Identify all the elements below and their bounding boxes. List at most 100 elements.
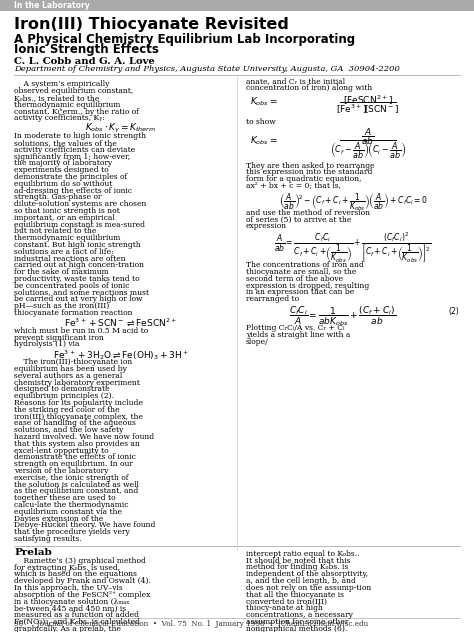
- Text: solutions are a fact of life:: solutions are a fact of life:: [14, 248, 114, 256]
- Text: Department of Chemistry and Physics, Augusta State University, Augusta, GA  3090: Department of Chemistry and Physics, Aug…: [14, 65, 400, 73]
- Text: equilibrium principles (2).: equilibrium principles (2).: [14, 392, 114, 400]
- Text: thermodynamic equilibrium: thermodynamic equilibrium: [14, 100, 120, 109]
- Text: assumption for some other: assumption for some other: [246, 618, 348, 626]
- Text: concentrations, a necessary: concentrations, a necessary: [246, 611, 353, 619]
- Text: carried out at high concen-tration: carried out at high concen-tration: [14, 262, 144, 269]
- Text: demonstrate the effects of ionic: demonstrate the effects of ionic: [14, 453, 136, 461]
- Text: designed to demonstrate: designed to demonstrate: [14, 386, 109, 393]
- Text: rearranged to: rearranged to: [246, 295, 299, 303]
- Text: $\mathrm{Fe^{3+} + 3H_2O \rightleftharpoons Fe(OH)_3 + 3H^+}$: $\mathrm{Fe^{3+} + 3H_2O \rightleftharpo…: [53, 348, 189, 362]
- Text: solutions, and the low safety: solutions, and the low safety: [14, 426, 123, 434]
- Text: solutions, the values of the: solutions, the values of the: [14, 139, 117, 147]
- Text: Plotting CᵣCᵢ/A vs. Cᵣ + Cᵢ: Plotting CᵣCᵢ/A vs. Cᵣ + Cᵢ: [246, 324, 345, 332]
- Text: satisfying results.: satisfying results.: [14, 535, 82, 543]
- Text: that all the thiocyanate is: that all the thiocyanate is: [246, 590, 344, 599]
- Text: In this approach, the UV–vis: In this approach, the UV–vis: [14, 584, 123, 592]
- Text: graphically. As a prelab, the: graphically. As a prelab, the: [14, 625, 121, 632]
- Text: $\dfrac{C_fC_i}{A} = \dfrac{1}{abK_{obs}} + \dfrac{(C_f+C_i)}{ab}$: $\dfrac{C_fC_i}{A} = \dfrac{1}{abK_{obs}…: [290, 304, 397, 328]
- Text: developed by Frank and Oswalt (4).: developed by Frank and Oswalt (4).: [14, 577, 151, 585]
- Text: $\dfrac{A}{ab} = \dfrac{C_fC_i}{C_f+C_i+\!\left(\dfrac{1}{K_{obs}}\right)} + \df: $\dfrac{A}{ab} = \dfrac{C_fC_i}{C_f+C_i+…: [274, 231, 432, 265]
- Text: concentration of iron) along with: concentration of iron) along with: [246, 84, 372, 92]
- Text: solutions, and some reactions must: solutions, and some reactions must: [14, 289, 149, 296]
- Text: equilibrium has been used by: equilibrium has been used by: [14, 365, 127, 373]
- Text: a, and the cell length, b, and: a, and the cell length, b, and: [246, 577, 356, 585]
- Text: ax² + bx + c = 0; that is,: ax² + bx + c = 0; that is,: [246, 182, 341, 190]
- Text: prevent significant iron: prevent significant iron: [14, 334, 104, 342]
- Text: this expression into the standard: this expression into the standard: [246, 168, 373, 176]
- Text: in an expression that can be: in an expression that can be: [246, 288, 354, 296]
- Text: does not rely on the assump-tion: does not rely on the assump-tion: [246, 584, 371, 592]
- Text: Davies extension of the: Davies extension of the: [14, 514, 103, 523]
- Text: 90      Journal of Chemical Education  •  Vol. 75  No. 1  January 1998  •  JChem: 90 Journal of Chemical Education • Vol. …: [14, 620, 368, 628]
- Text: version of the laboratory: version of the laboratory: [14, 467, 109, 475]
- Text: $\left[\mathrm{Fe}^{3+}\right]\!\left[\mathrm{SCN}^-\right]$: $\left[\mathrm{Fe}^{3+}\right]\!\left[\m…: [336, 102, 400, 116]
- Text: equilibrium constant via the: equilibrium constant via the: [14, 507, 122, 516]
- Text: $\mathrm{Fe^{3+} + SCN^- \rightleftharpoons FeSCN^{2+}}$: $\mathrm{Fe^{3+} + SCN^- \rightleftharpo…: [64, 317, 178, 329]
- Text: equilibrium constant is mea-sured: equilibrium constant is mea-sured: [14, 221, 145, 229]
- Text: experiments designed to: experiments designed to: [14, 166, 109, 174]
- Text: form for a quadratic equation,: form for a quadratic equation,: [246, 175, 362, 183]
- Text: $\left(\dfrac{A}{ab}\right)^{\!2} - \left(C_f+C_i+\dfrac{1}{K_{obs}}\right)\!\le: $\left(\dfrac{A}{ab}\right)^{\!2} - \lef…: [279, 191, 428, 213]
- Text: measured as a function of added: measured as a function of added: [14, 611, 139, 619]
- Text: thiocyanate formation reaction: thiocyanate formation reaction: [14, 309, 133, 317]
- Text: industrial reactions are often: industrial reactions are often: [14, 255, 126, 263]
- Text: to show: to show: [246, 118, 276, 126]
- Text: which must be run in 0.5 M acid to: which must be run in 0.5 M acid to: [14, 327, 148, 335]
- Text: for the sake of maximum: for the sake of maximum: [14, 268, 109, 276]
- Text: independent of the absorptivity,: independent of the absorptivity,: [246, 570, 368, 578]
- Text: but not related to the: but not related to the: [14, 228, 96, 235]
- Text: thiocyanate are small, so the: thiocyanate are small, so the: [246, 268, 356, 276]
- Text: be carried out at very high or low: be carried out at very high or low: [14, 295, 143, 303]
- Text: ease of handling of the aqueous: ease of handling of the aqueous: [14, 420, 136, 427]
- Text: Ionic Strength Effects: Ionic Strength Effects: [14, 43, 159, 56]
- Text: $\left(C_f - \dfrac{A}{ab}\right)\!\left(C_i - \dfrac{A}{ab}\right)$: $\left(C_f - \dfrac{A}{ab}\right)\!\left…: [330, 140, 406, 161]
- Text: intercept ratio equal to Kₒbs..: intercept ratio equal to Kₒbs..: [246, 550, 359, 558]
- Text: constant. But high ionic strength: constant. But high ionic strength: [14, 241, 141, 249]
- Text: the majority of laboratory: the majority of laboratory: [14, 159, 112, 167]
- Text: in a thiocyanate solution (λₘₐₓ: in a thiocyanate solution (λₘₐₓ: [14, 598, 129, 605]
- Text: In the Laboratory: In the Laboratory: [14, 1, 90, 10]
- Text: A Physical Chemistry Equilibrium Lab Incorporating: A Physical Chemistry Equilibrium Lab Inc…: [14, 33, 355, 46]
- Text: which is based on the equations: which is based on the equations: [14, 571, 137, 578]
- Text: It should be noted that this: It should be noted that this: [246, 557, 350, 564]
- Text: Ramette’s (3) graphical method: Ramette’s (3) graphical method: [14, 557, 146, 565]
- Text: and use the method of reversion: and use the method of reversion: [246, 209, 370, 217]
- Text: absorption of the FeSCN²⁺ complex: absorption of the FeSCN²⁺ complex: [14, 591, 150, 599]
- Text: yields a straight line with a: yields a straight line with a: [246, 331, 350, 339]
- Text: slope/: slope/: [246, 337, 269, 346]
- Text: In moderate to high ionic strength: In moderate to high ionic strength: [14, 132, 146, 140]
- Text: Fe(NO₃)₃, and Kₒbs. is calculated: Fe(NO₃)₃, and Kₒbs. is calculated: [14, 618, 140, 626]
- Text: equilibrium do so without: equilibrium do so without: [14, 179, 112, 188]
- Text: $\dfrac{A}{ab}$: $\dfrac{A}{ab}$: [361, 126, 374, 147]
- Text: exercise, the ionic strength of: exercise, the ionic strength of: [14, 474, 128, 482]
- Text: thermodynamic equilibrium: thermodynamic equilibrium: [14, 234, 120, 242]
- Text: activity coefficients can deviate: activity coefficients can deviate: [14, 146, 135, 154]
- Text: expression: expression: [246, 222, 287, 231]
- Text: the solution is calculated as well: the solution is calculated as well: [14, 480, 139, 489]
- Text: iron(III) thiocyanate complex, the: iron(III) thiocyanate complex, the: [14, 413, 143, 421]
- Text: nongraphical methods (6).: nongraphical methods (6).: [246, 624, 347, 632]
- Text: $\left[\mathrm{FeSCN}^{2+}\right]$: $\left[\mathrm{FeSCN}^{2+}\right]$: [343, 94, 393, 107]
- Text: as the equilibrium constant, and: as the equilibrium constant, and: [14, 487, 138, 495]
- Text: ad-dressing the effects of ionic: ad-dressing the effects of ionic: [14, 186, 132, 195]
- Text: be concentrated pools of ionic: be concentrated pools of ionic: [14, 282, 129, 290]
- Text: observed equilibrium constant,: observed equilibrium constant,: [14, 87, 133, 95]
- Text: productivity, waste tanks tend to: productivity, waste tanks tend to: [14, 275, 140, 283]
- Text: The iron(III)-thiocyanate ion: The iron(III)-thiocyanate ion: [14, 358, 132, 366]
- Text: $K_{obs} =$: $K_{obs} =$: [250, 135, 278, 147]
- Text: $K_{obs} =$: $K_{obs} =$: [250, 95, 278, 108]
- Text: that the procedure yields very: that the procedure yields very: [14, 528, 130, 536]
- Text: together these are used to: together these are used to: [14, 494, 116, 502]
- Text: activity coefficients, Kᵧ:: activity coefficients, Kᵧ:: [14, 114, 105, 123]
- Text: demonstrate the principles of: demonstrate the principles of: [14, 173, 127, 181]
- Text: dilute-solution systems are chosen: dilute-solution systems are chosen: [14, 200, 146, 208]
- Text: Reasons for its popularity include: Reasons for its popularity include: [14, 399, 143, 407]
- Text: thiocy-anate at high: thiocy-anate at high: [246, 604, 323, 612]
- Text: important, or an empirical: important, or an empirical: [14, 214, 115, 222]
- Text: anate, and Cᵣ is the initial: anate, and Cᵣ is the initial: [246, 77, 345, 85]
- Text: Debye-Hückel theory. We have found: Debye-Hückel theory. We have found: [14, 521, 155, 530]
- Text: They are then asked to rearrange: They are then asked to rearrange: [246, 162, 374, 169]
- Text: (2): (2): [448, 307, 459, 315]
- Text: $K_{obs} \cdot K_{\gamma} = K_{therm}$: $K_{obs} \cdot K_{\gamma} = K_{therm}$: [85, 122, 156, 135]
- Text: converted to iron(III): converted to iron(III): [246, 597, 327, 605]
